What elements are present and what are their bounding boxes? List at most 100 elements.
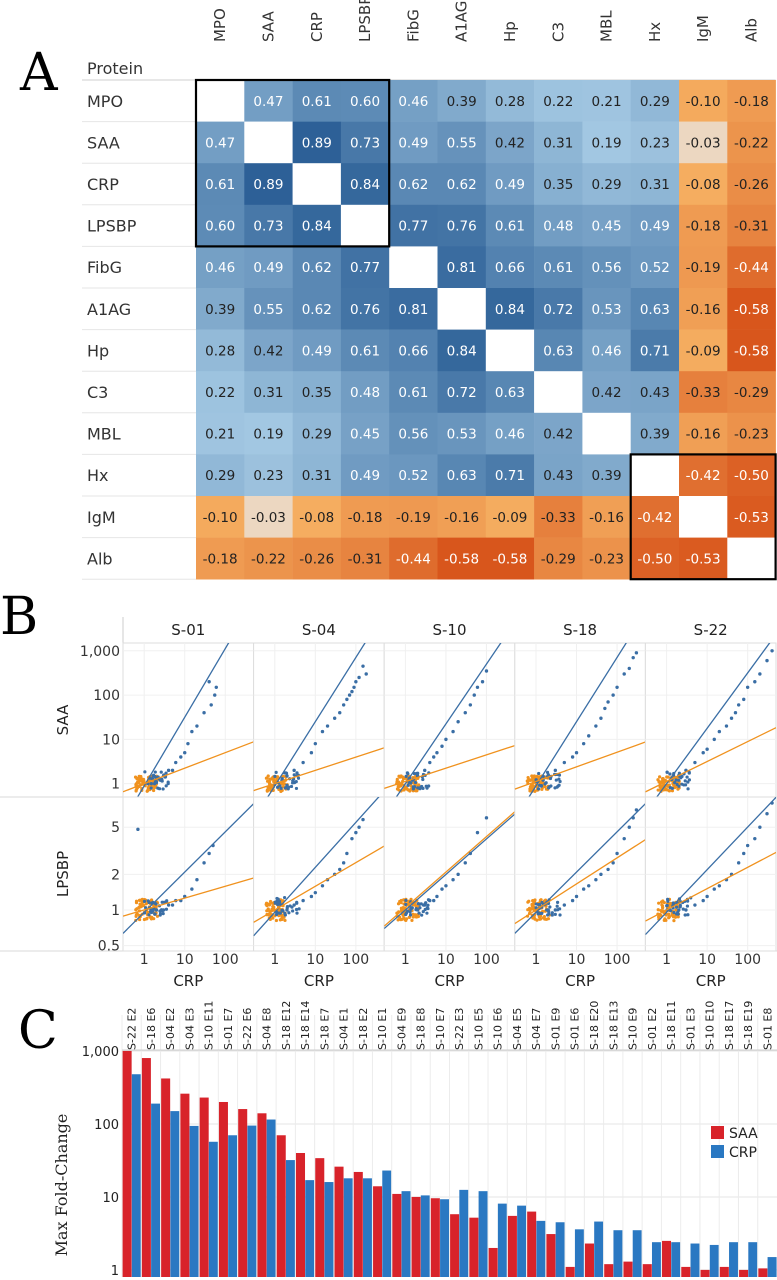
heatmap-cell xyxy=(727,121,776,164)
heatmap-cell xyxy=(292,204,342,247)
scatter-point xyxy=(606,700,610,704)
scatter-point xyxy=(594,878,598,882)
cell-value: 0.19 xyxy=(253,427,283,443)
cell-value: 0.76 xyxy=(447,219,477,235)
scatter-point xyxy=(136,827,140,832)
legend-swatch xyxy=(711,1126,724,1139)
scatter-point xyxy=(531,899,535,903)
y-tick-label: 1,000 xyxy=(80,644,120,660)
scatter-point xyxy=(444,737,448,742)
cell-value: 0.49 xyxy=(640,219,670,235)
fit-line xyxy=(384,813,515,930)
heatmap-cell xyxy=(437,329,487,372)
facet-cell xyxy=(514,642,646,798)
scatter-point xyxy=(165,899,169,903)
heatmap-cell xyxy=(727,496,776,538)
cell-value: 0.48 xyxy=(543,219,573,235)
cell-value: -0.58 xyxy=(492,551,527,567)
heatmap-cell xyxy=(582,454,631,497)
scatter-point xyxy=(475,830,480,835)
scatter-point xyxy=(207,851,211,856)
heatmap-cell xyxy=(582,329,631,372)
scatter-point xyxy=(313,890,318,895)
scatter-point xyxy=(758,825,762,829)
scatter-point xyxy=(606,867,610,872)
bar-crp xyxy=(324,1182,334,1277)
fit-line xyxy=(136,643,230,797)
heatmap-cell xyxy=(196,246,245,289)
scatter-point xyxy=(634,651,639,655)
heatmap-cell xyxy=(534,454,583,497)
scatter-point xyxy=(161,912,165,916)
scatter-point xyxy=(423,907,427,912)
scatter-point xyxy=(170,903,175,907)
heatmap-cell xyxy=(244,246,293,289)
cell-value: 0.53 xyxy=(447,427,477,443)
scatter-point xyxy=(574,894,579,899)
scatter-point xyxy=(280,908,284,912)
bar-crp xyxy=(632,1230,642,1277)
bar-saa xyxy=(604,1264,614,1277)
scatter-point xyxy=(153,774,157,779)
cell-value: 0.28 xyxy=(205,343,235,359)
scatter-point xyxy=(562,903,567,907)
cell-value: -0.50 xyxy=(637,551,672,567)
scatter-point xyxy=(164,784,168,788)
heatmap-cell xyxy=(389,329,438,372)
row-label: MBL xyxy=(87,425,121,444)
scatter-point xyxy=(287,911,291,915)
scatter-point xyxy=(440,744,444,748)
facet-cell xyxy=(644,642,777,798)
scatter-point xyxy=(403,785,408,790)
scatter-point xyxy=(701,751,705,755)
scatter-point xyxy=(294,780,298,784)
cell-value: 0.39 xyxy=(447,94,477,110)
scatter-point xyxy=(554,778,558,782)
scatter-point xyxy=(529,785,533,789)
y-tick-label: 1,000 xyxy=(82,1045,119,1060)
scatter-point xyxy=(685,775,689,779)
scatter-point xyxy=(404,902,408,907)
fit-line xyxy=(395,643,502,797)
bar-saa xyxy=(122,1050,132,1277)
scatter-point xyxy=(530,903,534,907)
cell-value: 0.29 xyxy=(302,427,332,443)
scatter-point xyxy=(265,788,270,793)
cell-value: 0.77 xyxy=(398,219,428,235)
scatter-point xyxy=(341,703,346,707)
cell-value: 0.76 xyxy=(350,302,380,318)
x-tick-label: 1 xyxy=(401,952,410,968)
scatter-point xyxy=(155,914,160,918)
scatter-point xyxy=(416,902,420,906)
scatter-point xyxy=(413,780,418,785)
scatter-point xyxy=(170,768,175,773)
heatmap-cell xyxy=(292,496,342,538)
scatter-point xyxy=(133,775,138,779)
cell-value: 0.31 xyxy=(543,135,573,151)
heatmap-cell xyxy=(437,80,487,122)
cell-value: -0.18 xyxy=(348,510,383,526)
scatter-point xyxy=(687,771,691,775)
scatter-point xyxy=(672,918,676,923)
scatter-point xyxy=(141,777,145,782)
scatter-point xyxy=(146,785,150,790)
scatter-point xyxy=(294,786,299,791)
scatter-point xyxy=(142,899,147,904)
row-label: LPSBP xyxy=(87,217,137,236)
scatter-point xyxy=(531,916,535,920)
row-label: Hx xyxy=(87,466,109,485)
scatter-point xyxy=(417,783,421,787)
scatter-point xyxy=(440,887,444,891)
scatter-point xyxy=(456,872,460,877)
scatter-point xyxy=(543,917,547,921)
heatmap-cell xyxy=(582,496,631,538)
scatter-point xyxy=(416,771,420,775)
cell-value: 0.42 xyxy=(592,385,622,401)
scatter-point xyxy=(152,781,157,786)
cell-value: 0.46 xyxy=(398,94,428,110)
cell-value: -0.33 xyxy=(541,510,576,526)
bar-crp xyxy=(709,1244,719,1277)
heatmap-cell xyxy=(485,80,535,122)
bar-crp xyxy=(690,1243,700,1277)
cell-value: 0.61 xyxy=(543,260,573,276)
